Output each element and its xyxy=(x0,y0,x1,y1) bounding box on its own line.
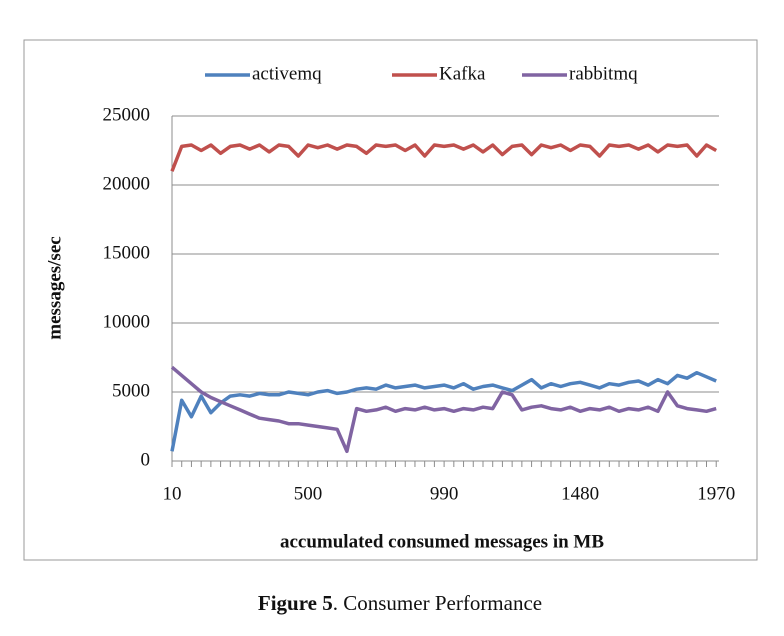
x-tick-label: 500 xyxy=(294,483,323,504)
x-axis-title: accumulated consumed messages in MB xyxy=(280,531,604,552)
x-tick-label: 10 xyxy=(163,483,182,504)
chart-frame xyxy=(23,39,758,561)
caption-label: Figure 5 xyxy=(258,591,333,615)
x-tick-label: 1970 xyxy=(697,483,735,504)
x-tick-label: 990 xyxy=(430,483,459,504)
y-tick-label: 5000 xyxy=(112,380,150,401)
y-tick-label: 25000 xyxy=(103,104,151,125)
series-line xyxy=(170,370,717,452)
y-tick-label: 10000 xyxy=(103,311,151,332)
x-tick-label: 1480 xyxy=(561,483,599,504)
series-line xyxy=(170,365,717,454)
y-tick-label: 0 xyxy=(141,449,151,470)
legend-label: activemq xyxy=(252,63,322,84)
caption-text: . Consumer Performance xyxy=(333,591,542,615)
y-tick-label: 15000 xyxy=(103,242,151,263)
legend-label: Kafka xyxy=(439,63,486,84)
y-axis-title: messages/sec xyxy=(44,236,65,339)
y-tick-label: 20000 xyxy=(103,173,151,194)
legend-label: rabbitmq xyxy=(569,63,638,84)
series-line xyxy=(170,143,718,172)
caption: Figure 5. Consumer Performance xyxy=(258,591,542,615)
